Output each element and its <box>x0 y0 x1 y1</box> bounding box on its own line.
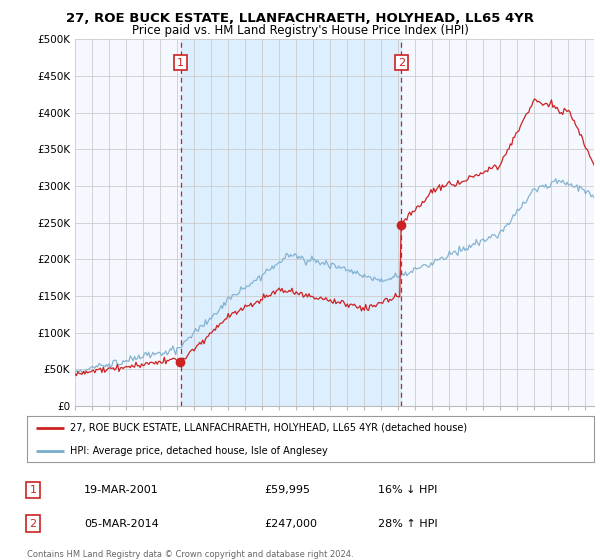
Text: Contains HM Land Registry data © Crown copyright and database right 2024.
This d: Contains HM Land Registry data © Crown c… <box>27 550 353 560</box>
Text: HPI: Average price, detached house, Isle of Anglesey: HPI: Average price, detached house, Isle… <box>70 446 327 455</box>
Text: 2: 2 <box>29 519 37 529</box>
Bar <box>181 39 401 406</box>
Text: 1: 1 <box>177 58 184 68</box>
Text: Price paid vs. HM Land Registry's House Price Index (HPI): Price paid vs. HM Land Registry's House … <box>131 24 469 37</box>
Text: 27, ROE BUCK ESTATE, LLANFACHRAETH, HOLYHEAD, LL65 4YR (detached house): 27, ROE BUCK ESTATE, LLANFACHRAETH, HOLY… <box>70 423 467 432</box>
Text: 1: 1 <box>29 485 37 495</box>
Text: 28% ↑ HPI: 28% ↑ HPI <box>378 519 437 529</box>
Text: £247,000: £247,000 <box>264 519 317 529</box>
Text: 16% ↓ HPI: 16% ↓ HPI <box>378 485 437 495</box>
Text: 2: 2 <box>398 58 405 68</box>
Text: 19-MAR-2001: 19-MAR-2001 <box>84 485 159 495</box>
Text: 27, ROE BUCK ESTATE, LLANFACHRAETH, HOLYHEAD, LL65 4YR: 27, ROE BUCK ESTATE, LLANFACHRAETH, HOLY… <box>66 12 534 25</box>
Text: £59,995: £59,995 <box>264 485 310 495</box>
Text: 05-MAR-2014: 05-MAR-2014 <box>84 519 159 529</box>
